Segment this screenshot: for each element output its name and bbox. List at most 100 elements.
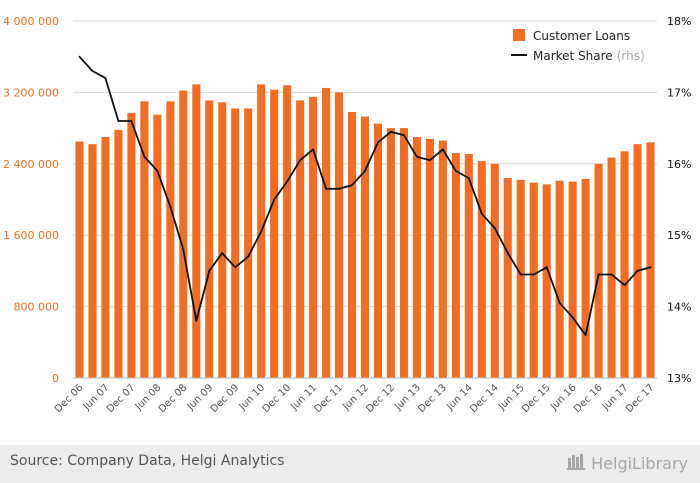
market-share-point — [584, 334, 587, 337]
legend-market-share-suffix: (rhs) — [617, 49, 645, 63]
x-tick-label: Dec 11 — [312, 382, 345, 415]
bar-customer-loans — [360, 116, 370, 378]
bar-customer-loans — [529, 182, 538, 378]
bar-customer-loans — [386, 128, 395, 378]
market-share-point — [441, 148, 444, 151]
market-share-point — [364, 170, 366, 172]
legend-swatch-customer-loans — [513, 29, 525, 41]
left-axis: 0 800 000 1 600 000 2 400 000 3 200 000 4 000… — [3, 15, 59, 385]
bar-customer-loans — [412, 137, 421, 378]
market-share-point — [234, 266, 237, 269]
bar-customer-loans — [283, 85, 292, 378]
bar-customer-loans — [127, 112, 136, 379]
market-share-point — [221, 252, 224, 254]
market-share-point — [325, 187, 327, 190]
market-share-point — [312, 148, 314, 151]
bar-customer-loans — [205, 100, 214, 379]
right-tick-label: 16% — [667, 158, 691, 171]
market-share-point — [636, 270, 639, 272]
bar-customer-loans — [477, 161, 486, 378]
bar-customer-loans — [270, 89, 279, 378]
market-share-point — [338, 187, 340, 190]
legend: Customer Loans Market Share (rhs) — [511, 29, 645, 63]
x-tick-label: Dec 06 — [53, 382, 86, 415]
market-share-point — [299, 159, 302, 162]
x-tick-label: Dec 09 — [209, 382, 242, 415]
bar-customer-loans — [75, 141, 84, 378]
market-share-point — [571, 316, 574, 319]
bar-customer-loans — [425, 138, 434, 378]
helgi-library-logo: HelgiLibrary — [567, 452, 688, 474]
bar-customer-loans — [114, 129, 123, 378]
market-share-point — [597, 273, 600, 276]
left-tick-label: 0 — [52, 372, 59, 385]
market-share-point — [623, 284, 626, 287]
x-tick-label: Dec 13 — [416, 382, 449, 415]
market-share-point — [104, 77, 107, 80]
bar-series-customer-loans — [75, 84, 655, 379]
bar-customer-loans — [153, 114, 162, 379]
market-share-point — [286, 180, 289, 183]
bar-customer-loans — [309, 96, 318, 379]
market-share-point — [454, 170, 457, 172]
market-share-point — [208, 270, 211, 272]
market-share-point — [506, 252, 509, 254]
right-tick-label: 15% — [667, 229, 691, 242]
market-share-point — [519, 273, 522, 276]
right-tick-label: 18% — [667, 15, 691, 28]
bar-customer-loans — [192, 84, 201, 379]
bar-customer-loans — [581, 178, 590, 378]
market-share-point — [78, 55, 81, 58]
bar-customer-loans — [399, 128, 408, 378]
bar-customer-loans — [179, 90, 188, 379]
x-tick-label: Dec 07 — [105, 382, 138, 415]
left-tick-label: 3 200 000 — [3, 86, 59, 99]
market-share-point — [532, 273, 535, 276]
bar-customer-loans — [373, 123, 383, 378]
market-share-point — [351, 184, 353, 187]
left-tick-label: 2 400 000 — [3, 158, 59, 171]
bar-customer-loans — [347, 112, 357, 378]
x-tick-label: Dec 08 — [157, 382, 190, 415]
market-share-point — [91, 70, 94, 72]
bar-customer-loans — [140, 101, 149, 378]
x-tick-label: Dec 15 — [520, 382, 553, 415]
market-share-point — [467, 177, 470, 179]
market-share-point — [247, 255, 250, 258]
bar-customer-loans — [335, 92, 344, 379]
market-share-point — [403, 134, 405, 137]
legend-label-market-share: Market Share (rhs) — [533, 49, 645, 63]
market-share-point — [416, 155, 418, 158]
legend-market-share-name: Market Share — [533, 49, 613, 63]
market-share-point — [545, 266, 548, 269]
market-share-point — [493, 227, 496, 229]
bar-customer-loans — [594, 163, 603, 378]
right-tick-label: 13% — [667, 372, 691, 385]
bar-customer-loans — [451, 153, 460, 378]
bar-customer-loans — [607, 157, 616, 378]
legend-label-customer-loans: Customer Loans — [533, 29, 630, 43]
bar-customer-loans — [166, 101, 175, 378]
bar-customer-loans — [503, 178, 512, 378]
right-tick-label: 17% — [667, 86, 691, 99]
market-share-point — [260, 230, 263, 233]
bar-customer-loans — [555, 180, 564, 378]
chart-area: 0 800 000 1 600 000 2 400 000 3 200 000 4 000… — [3, 15, 691, 415]
bar-customer-loans — [438, 140, 447, 378]
chart-svg: 0 800 000 1 600 000 2 400 000 3 200 000 4 000… — [3, 15, 691, 415]
market-share-point — [169, 205, 172, 208]
right-axis: 13% 14% 15% 16% 17% 18% — [667, 15, 691, 385]
x-tick-label: Dec 12 — [364, 382, 397, 415]
x-tick-label: Dec 10 — [261, 382, 294, 415]
market-share-point — [428, 159, 431, 162]
bar-customer-loans — [101, 137, 110, 378]
bar-customer-loans — [646, 142, 655, 378]
source-caption: Source: Company Data, Helgi Analytics — [10, 453, 285, 469]
line-series-market-share — [78, 55, 652, 337]
library-icon — [567, 452, 587, 474]
x-tick-label: Dec 16 — [572, 382, 605, 415]
logo-text: HelgiLibrary — [591, 453, 688, 473]
x-tick-label: Dec 14 — [468, 382, 501, 415]
bar-customer-loans — [296, 100, 305, 379]
bar-customer-loans — [542, 184, 551, 378]
